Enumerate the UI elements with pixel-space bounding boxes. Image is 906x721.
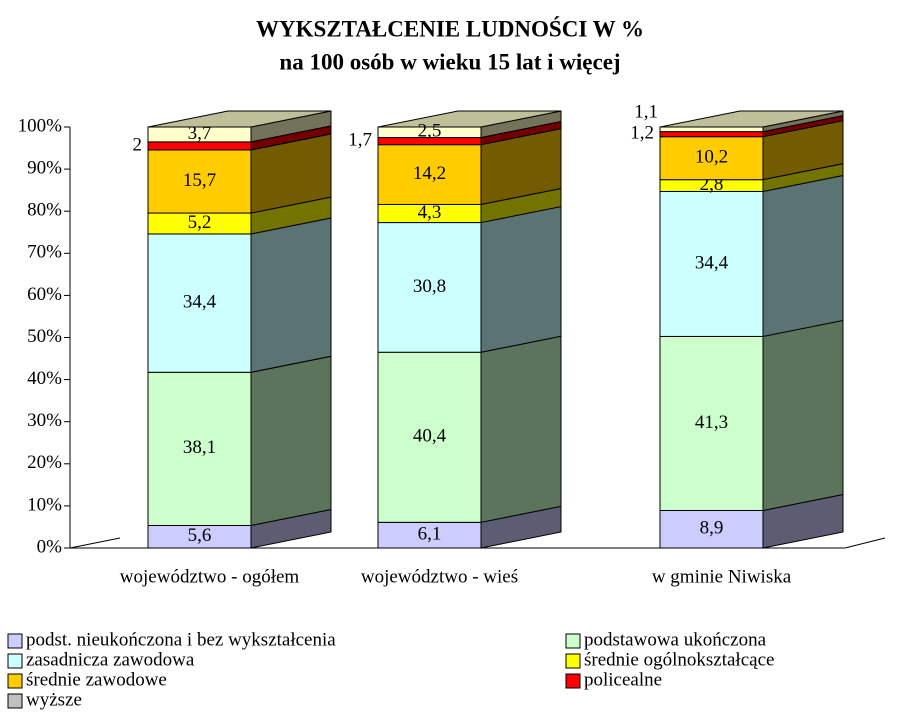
bar-top xyxy=(659,110,844,128)
data-label: 1,2 xyxy=(630,123,654,144)
legend-swatch xyxy=(7,673,23,689)
y-tick-label: 50% xyxy=(27,326,62,347)
legend-label: wyższe xyxy=(26,689,82,710)
data-label: 10,2 xyxy=(695,147,728,168)
data-label: 4,3 xyxy=(418,202,442,223)
bar-segment xyxy=(377,351,482,523)
chart-subtitle: na 100 osób w wieku 15 lat i więcej xyxy=(279,49,620,74)
data-label: 1,7 xyxy=(348,129,372,150)
y-tick-label: 70% xyxy=(27,242,62,263)
data-label: 38,1 xyxy=(183,437,216,458)
floor-edge xyxy=(69,537,121,549)
bar-side xyxy=(250,355,332,527)
data-label: 41,3 xyxy=(695,412,728,433)
y-tick-label: 30% xyxy=(27,410,62,431)
bar-segment xyxy=(147,149,252,214)
legend-label: średnie zawodowe xyxy=(26,669,167,690)
data-label: 5,2 xyxy=(188,212,212,233)
legend-swatch xyxy=(7,653,23,669)
legend-swatch xyxy=(565,633,581,649)
x-tick-label: w gminie Niwiska xyxy=(652,566,792,587)
legend-swatch xyxy=(7,633,23,649)
data-label: 8,9 xyxy=(700,518,724,539)
y-tick-label: 100% xyxy=(18,115,63,136)
bar-segment xyxy=(659,131,764,138)
chart-title: WYKSZTAŁCENIE LUDNOŚCI W % xyxy=(256,15,644,41)
bar-side xyxy=(762,174,844,338)
data-label: 2,5 xyxy=(418,121,442,142)
y-tick-label: 20% xyxy=(27,452,62,473)
data-label: 34,4 xyxy=(183,291,217,312)
bar-segment xyxy=(659,335,764,511)
legend-swatch xyxy=(565,653,581,669)
bar-side xyxy=(762,319,844,512)
data-label: 3,7 xyxy=(188,123,212,144)
legend-label: podst. nieukończona i bez wykształcenia xyxy=(26,629,336,650)
bar-segment xyxy=(659,136,764,181)
data-label: 40,4 xyxy=(413,426,447,447)
bar-segment xyxy=(659,509,764,549)
data-label: 15,7 xyxy=(183,170,216,191)
bar-top xyxy=(147,110,332,128)
data-label: 6,1 xyxy=(418,524,442,545)
y-tick-label: 0% xyxy=(37,536,63,557)
x-tick-label: województwo - wieś xyxy=(361,566,518,587)
bar-segment xyxy=(377,222,482,353)
bar-side xyxy=(480,335,562,523)
y-tick-label: 60% xyxy=(27,284,62,305)
legend-label: podstawowa ukończona xyxy=(584,629,767,650)
data-label: 34,4 xyxy=(695,252,729,273)
legend-label: zasadnicza zawodowa xyxy=(26,649,195,670)
bar-segment xyxy=(377,521,482,549)
data-label: 14,2 xyxy=(413,163,446,184)
data-label: 30,8 xyxy=(413,276,446,297)
bar-segment xyxy=(377,144,482,205)
legend-swatch xyxy=(565,673,581,689)
legend-label: średnie ogólnokształcące xyxy=(584,649,774,670)
bar-side xyxy=(250,217,332,373)
data-label: 2 xyxy=(133,134,143,155)
y-tick-label: 10% xyxy=(27,494,62,515)
legend-label: policealne xyxy=(584,669,662,690)
floor xyxy=(70,537,886,549)
bar-top xyxy=(377,110,562,128)
bar-segment xyxy=(659,126,764,133)
y-tick-label: 40% xyxy=(27,368,62,389)
y-tick-label: 80% xyxy=(27,200,62,221)
data-label: 1,1 xyxy=(634,101,658,122)
y-tick-label: 90% xyxy=(27,157,62,178)
data-label: 5,6 xyxy=(188,525,212,546)
legend-swatch xyxy=(7,693,23,709)
bar-side xyxy=(480,205,562,353)
x-tick-label: województwo - ogółem xyxy=(120,566,300,587)
